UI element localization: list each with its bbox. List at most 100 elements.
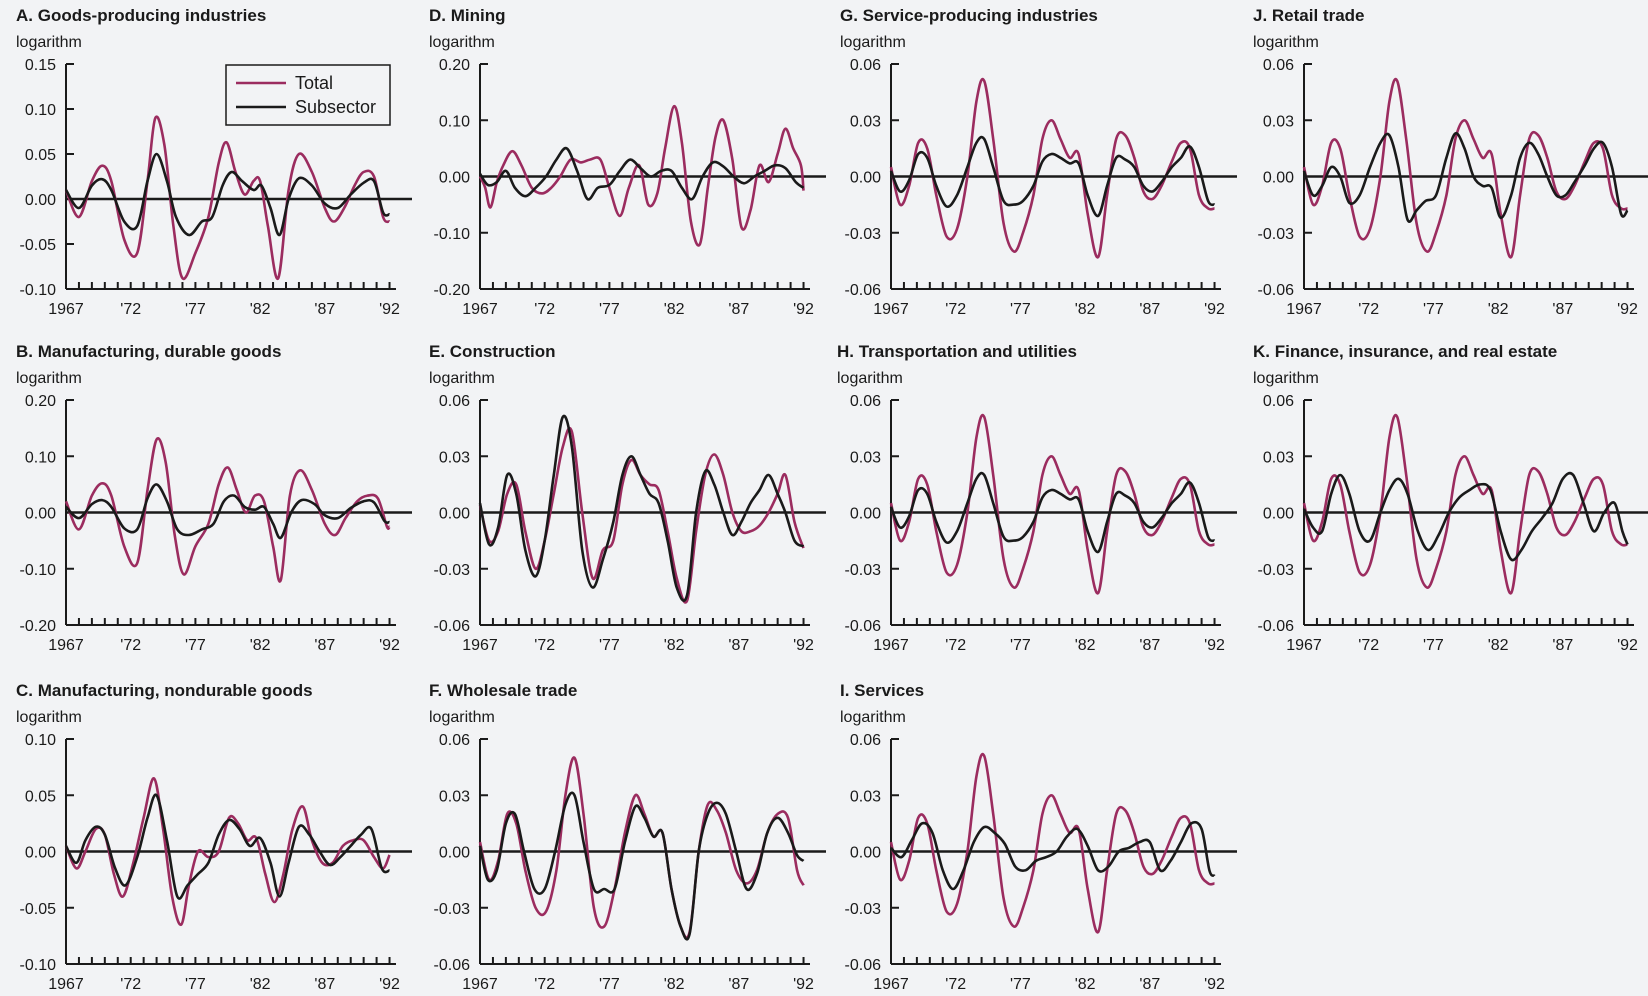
y-unit-label: logarithm (429, 34, 495, 51)
x-tick-label: '87 (314, 637, 335, 654)
series-line-total (64, 777, 391, 926)
y-tick-label: 0.06 (439, 732, 470, 749)
y-tick-label: 0.00 (850, 506, 881, 523)
x-tick-label: '72 (945, 976, 966, 993)
x-tick-label: '87 (1552, 301, 1573, 318)
series-line-total (889, 77, 1215, 259)
x-tick-label: '77 (1423, 301, 1444, 318)
y-tick-label: 0.20 (439, 57, 470, 74)
y-tick-label: -0.05 (20, 237, 57, 254)
x-tick-label: '82 (250, 301, 271, 318)
panel-title: H. Transportation and utilities (837, 342, 1077, 361)
chart-panel-g: G. Service-producing industries logarithm… (840, 6, 1237, 318)
series-line-subsector (889, 135, 1216, 218)
x-tick-label: '82 (1075, 301, 1096, 318)
x-tick-label: '72 (945, 637, 966, 654)
chart-panel-c: C. Manufacturing, nondurable goods logari… (16, 681, 412, 993)
x-tick-label: '77 (185, 301, 206, 318)
y-tick-label: 0.00 (439, 170, 470, 187)
y-tick-label: 0.00 (25, 192, 56, 209)
series-line-subsector (1302, 131, 1629, 223)
y-tick-label: -0.03 (434, 562, 471, 579)
y-tick-label: -0.03 (434, 901, 471, 918)
y-tick-label: 0.03 (1263, 449, 1294, 466)
x-tick-label: '82 (1075, 976, 1096, 993)
x-tick-label: '92 (1617, 637, 1638, 654)
y-tick-label: 0.00 (439, 845, 470, 862)
series-line-total (478, 426, 805, 604)
x-tick-label: 1967 (462, 976, 498, 993)
y-tick-label: 0.03 (850, 449, 881, 466)
chart-panel-j: J. Retail trade logarithm 0.06 0.03 0.00 -0.0… (1253, 6, 1648, 318)
x-tick-label: '72 (120, 976, 141, 993)
y-tick-label: 0.05 (25, 788, 56, 805)
y-tick-label: 0.03 (1263, 113, 1294, 130)
y-tick-label: -0.03 (845, 226, 882, 243)
x-tick-label: '87 (1139, 301, 1160, 318)
y-tick-label: -0.03 (845, 562, 882, 579)
x-tick-label: '77 (185, 637, 206, 654)
series-line-subsector (889, 471, 1216, 554)
x-tick-label: '77 (599, 301, 620, 318)
y-tick-label: -0.10 (20, 957, 57, 974)
y-unit-label: logarithm (16, 34, 82, 51)
x-tick-label: '82 (250, 637, 271, 654)
y-tick-label: -0.06 (845, 618, 882, 635)
x-tick-label: 1967 (1286, 301, 1322, 318)
x-tick-label: '87 (1139, 637, 1160, 654)
y-tick-label: -0.03 (1258, 226, 1295, 243)
y-tick-label: -0.05 (20, 901, 57, 918)
y-tick-label: 0.00 (850, 845, 881, 862)
series-line-subsector (1302, 471, 1629, 562)
panel-title: K. Finance, insurance, and real estate (1253, 342, 1557, 361)
y-tick-label: 0.00 (1263, 170, 1294, 187)
y-tick-label: 0.10 (25, 732, 56, 749)
y-tick-label: -0.06 (845, 282, 882, 299)
y-tick-label: 0.20 (25, 393, 56, 410)
legend: Total Subsector (225, 64, 391, 126)
x-tick-label: '77 (1010, 301, 1031, 318)
panel-title: C. Manufacturing, nondurable goods (16, 681, 313, 700)
y-tick-label: 0.15 (25, 57, 56, 74)
chart-panel-b: B. Manufacturing, durable goods logarithm… (16, 342, 412, 654)
y-tick-label: -0.06 (434, 618, 471, 635)
x-tick-label: '77 (1423, 637, 1444, 654)
panel-title: A. Goods-producing industries (16, 6, 266, 25)
y-tick-label: 0.00 (850, 170, 881, 187)
y-tick-label: 0.03 (439, 788, 470, 805)
x-tick-label: 1967 (462, 637, 498, 654)
y-tick-label: 0.03 (850, 788, 881, 805)
y-unit-label: logarithm (1253, 34, 1319, 51)
chart-panel-e: E. Construction logarithm 0.06 0.03 0.00 -0.0… (429, 342, 826, 654)
x-tick-label: '92 (1204, 301, 1225, 318)
y-tick-label: 0.06 (850, 732, 881, 749)
x-tick-label: '72 (534, 301, 555, 318)
x-tick-label: '72 (534, 637, 555, 654)
x-tick-label: 1967 (1286, 637, 1322, 654)
x-tick-label: '92 (1204, 976, 1225, 993)
series-line-subsector (478, 791, 805, 941)
y-unit-label: logarithm (16, 370, 82, 387)
x-tick-label: '77 (599, 976, 620, 993)
x-tick-label: '77 (185, 976, 206, 993)
panel-title: I. Services (840, 681, 924, 700)
y-tick-label: 0.10 (25, 449, 56, 466)
panel-title: F. Wholesale trade (429, 681, 577, 700)
x-tick-label: '82 (664, 976, 685, 993)
series-line-subsector (478, 146, 805, 201)
x-tick-label: '92 (1617, 301, 1638, 318)
x-tick-label: '92 (1204, 637, 1225, 654)
panel-title: E. Construction (429, 342, 556, 361)
y-tick-label: 0.10 (439, 113, 470, 130)
x-tick-label: '77 (1010, 637, 1031, 654)
y-unit-label: logarithm (16, 709, 82, 726)
x-tick-label: 1967 (873, 976, 909, 993)
legend-label-subsector: Subsector (295, 97, 376, 117)
series-line-subsector (890, 820, 1216, 891)
x-tick-label: '72 (120, 301, 141, 318)
x-tick-label: '87 (1139, 976, 1160, 993)
y-tick-label: -0.03 (1258, 562, 1295, 579)
panel-title: G. Service-producing industries (840, 6, 1098, 25)
x-tick-label: 1967 (48, 301, 84, 318)
x-tick-label: '82 (250, 976, 271, 993)
